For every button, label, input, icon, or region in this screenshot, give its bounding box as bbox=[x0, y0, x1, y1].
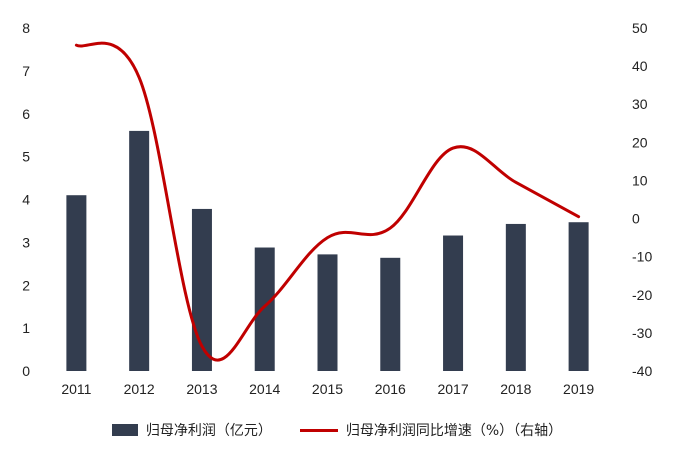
legend: 归母净利润（亿元） 归母净利润同比增速（%）（右轴） bbox=[0, 420, 674, 440]
right-tick-label: 0 bbox=[632, 211, 640, 227]
bar bbox=[380, 257, 401, 371]
right-axis-ticks: -40 -30 -20 -10 0 10 20 30 40 50 bbox=[632, 20, 652, 379]
right-tick-label: 50 bbox=[632, 20, 648, 36]
x-tick-label: 2016 bbox=[375, 381, 406, 397]
left-tick-label: 6 bbox=[22, 106, 30, 122]
bar bbox=[505, 223, 526, 371]
x-tick-label: 2015 bbox=[312, 381, 343, 397]
left-tick-label: 2 bbox=[22, 277, 30, 293]
x-tick-label: 2017 bbox=[437, 381, 468, 397]
bar bbox=[443, 235, 464, 371]
right-tick-label: 10 bbox=[632, 172, 648, 188]
x-tick-label: 2013 bbox=[186, 381, 217, 397]
legend-item-bar: 归母净利润（亿元） bbox=[111, 420, 272, 440]
right-tick-label: -20 bbox=[632, 287, 652, 303]
right-tick-label: 20 bbox=[632, 134, 648, 150]
left-tick-label: 1 bbox=[22, 320, 30, 336]
left-tick-label: 3 bbox=[22, 234, 30, 250]
legend-bar-label: 归母净利润（亿元） bbox=[145, 423, 272, 439]
legend-item-line: 归母净利润同比增速（%）（右轴） bbox=[299, 420, 563, 440]
left-tick-label: 0 bbox=[22, 363, 30, 379]
right-tick-label: -40 bbox=[632, 363, 652, 379]
right-tick-label: -10 bbox=[632, 249, 652, 265]
x-tick-label: 2014 bbox=[249, 381, 280, 397]
bar bbox=[317, 254, 338, 371]
x-tick-label: 2018 bbox=[500, 381, 531, 397]
growth-line bbox=[74, 41, 581, 362]
bar bbox=[568, 222, 589, 371]
x-tick-label: 2011 bbox=[61, 381, 91, 397]
bar bbox=[254, 247, 275, 371]
line-series bbox=[74, 41, 581, 362]
bar bbox=[66, 195, 87, 371]
x-tick-label: 2019 bbox=[563, 381, 594, 397]
left-tick-label: 8 bbox=[22, 20, 30, 36]
bar bbox=[129, 130, 150, 371]
x-tick-label: 2012 bbox=[124, 381, 155, 397]
right-tick-label: -30 bbox=[632, 325, 652, 341]
left-tick-label: 4 bbox=[22, 192, 30, 208]
left-tick-label: 7 bbox=[22, 63, 30, 79]
legend-line-label: 归母净利润同比增速（%）（右轴） bbox=[345, 423, 563, 439]
bar-series bbox=[66, 130, 589, 371]
right-tick-label: 40 bbox=[632, 58, 648, 74]
left-axis-ticks: 0 1 2 3 4 5 6 7 8 bbox=[22, 20, 30, 379]
legend-line-swatch bbox=[299, 428, 338, 432]
left-tick-label: 5 bbox=[22, 149, 30, 165]
x-axis-ticks: 2011 2012 2013 2014 2015 2016 2017 2018 2019 bbox=[61, 381, 594, 397]
legend-bar-swatch bbox=[111, 424, 138, 436]
right-tick-label: 30 bbox=[632, 96, 648, 112]
